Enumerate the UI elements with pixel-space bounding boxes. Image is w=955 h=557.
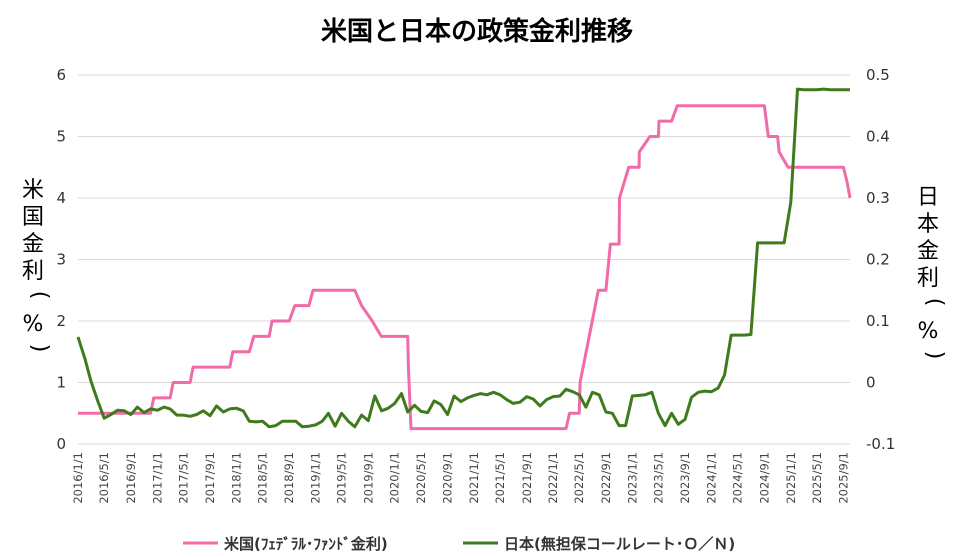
right-tick-label: 0.4 (866, 128, 890, 146)
axis-title-char: 利 (22, 259, 44, 284)
axis-title-char: 利 (917, 266, 939, 291)
x-tick-label: 2016/5/1 (97, 452, 111, 504)
x-tick-label: 2023/1/1 (625, 452, 639, 504)
right-tick-label: -0.1 (866, 435, 895, 453)
left-axis-ticks: 0 1 2 3 4 5 6 (56, 66, 66, 453)
x-tick-label: 2025/5/1 (810, 452, 824, 504)
chart-title: 米国と日本の政策金利推移 (321, 16, 633, 47)
x-tick-label: 2021/9/1 (520, 452, 534, 504)
x-tick-label: 2021/1/1 (467, 452, 481, 504)
right-tick-label: 0.3 (866, 189, 890, 207)
x-tick-label: 2024/1/1 (704, 452, 718, 504)
x-tick-label: 2022/9/1 (599, 452, 613, 504)
left-tick-label: 1 (56, 374, 66, 392)
x-tick-label: 2025/9/1 (836, 452, 850, 504)
x-tick-label: 2017/5/1 (176, 452, 190, 504)
x-tick-label: 2022/1/1 (546, 452, 560, 504)
left-tick-label: 5 (56, 128, 66, 146)
legend-label-us: 米国(ﾌｪﾃﾞﾗﾙ･ﾌｧﾝﾄﾞ金利) (224, 535, 388, 553)
x-tick-label: 2020/1/1 (388, 452, 402, 504)
axis-title-char: 金 (22, 232, 44, 257)
x-tick-label: 2018/1/1 (229, 452, 243, 504)
axis-title-char: 国 (22, 205, 44, 230)
x-tick-label: 2023/5/1 (651, 452, 665, 504)
legend-label-jp: 日本(無担保コールレート･Ｏ／Ｎ) (504, 535, 735, 553)
x-axis-ticks: 2016/1/1 2016/5/1 2016/9/1 2017/1/1 2017/5/1… (71, 452, 850, 504)
axis-title-char: ) (922, 351, 947, 360)
left-tick-label: 0 (56, 435, 66, 453)
x-tick-label: 2025/1/1 (784, 452, 798, 504)
right-axis-ticks: -0.1 0 0.1 0.2 0.3 0.4 0.5 (866, 66, 895, 453)
right-tick-label: 0 (866, 374, 876, 392)
x-tick-label: 2018/5/1 (255, 452, 269, 504)
x-tick-label: 2020/9/1 (441, 452, 455, 504)
x-tick-label: 2023/9/1 (678, 452, 692, 504)
x-tick-label: 2021/5/1 (493, 452, 507, 504)
gridlines (78, 74, 850, 445)
x-tick-label: 2019/1/1 (309, 452, 323, 504)
x-tick-label: 2017/1/1 (150, 452, 164, 504)
left-tick-label: 4 (56, 189, 66, 207)
axis-title-char: ) (27, 344, 52, 353)
right-tick-label: 0.2 (866, 251, 890, 269)
x-tick-label: 2020/5/1 (414, 452, 428, 504)
right-tick-label: 0.5 (866, 66, 890, 84)
axis-title-char: % (918, 319, 939, 344)
right-tick-label: 0.1 (866, 312, 890, 330)
axis-title-char: ( (922, 298, 947, 307)
x-tick-label: 2019/5/1 (335, 452, 349, 504)
left-tick-label: 2 (56, 312, 66, 330)
left-tick-label: 6 (56, 66, 66, 84)
axis-title-char: 金 (917, 239, 939, 264)
series-line-us (78, 104, 852, 431)
x-tick-label: 2022/5/1 (572, 452, 586, 504)
axis-title-char: 日 (917, 185, 939, 210)
x-tick-label: 2017/9/1 (203, 452, 217, 504)
axis-title-char: % (23, 312, 44, 337)
x-tick-label: 2024/5/1 (731, 452, 745, 504)
series-lines (76, 87, 852, 431)
x-tick-label: 2019/9/1 (361, 452, 375, 504)
series-line-jp (76, 87, 850, 429)
left-tick-label: 3 (56, 251, 66, 269)
axis-title-char: ( (27, 291, 52, 300)
x-tick-label: 2018/9/1 (282, 452, 296, 504)
x-tick-label: 2016/1/1 (71, 452, 85, 504)
x-tick-label: 2024/9/1 (757, 452, 771, 504)
axis-title-char: 米 (22, 178, 44, 203)
legend: 米国(ﾌｪﾃﾞﾗﾙ･ﾌｧﾝﾄﾞ金利) 日本(無担保コールレート･Ｏ／Ｎ) (183, 535, 735, 553)
x-tick-label: 2016/9/1 (124, 452, 138, 504)
axis-title-char: 本 (917, 212, 939, 237)
